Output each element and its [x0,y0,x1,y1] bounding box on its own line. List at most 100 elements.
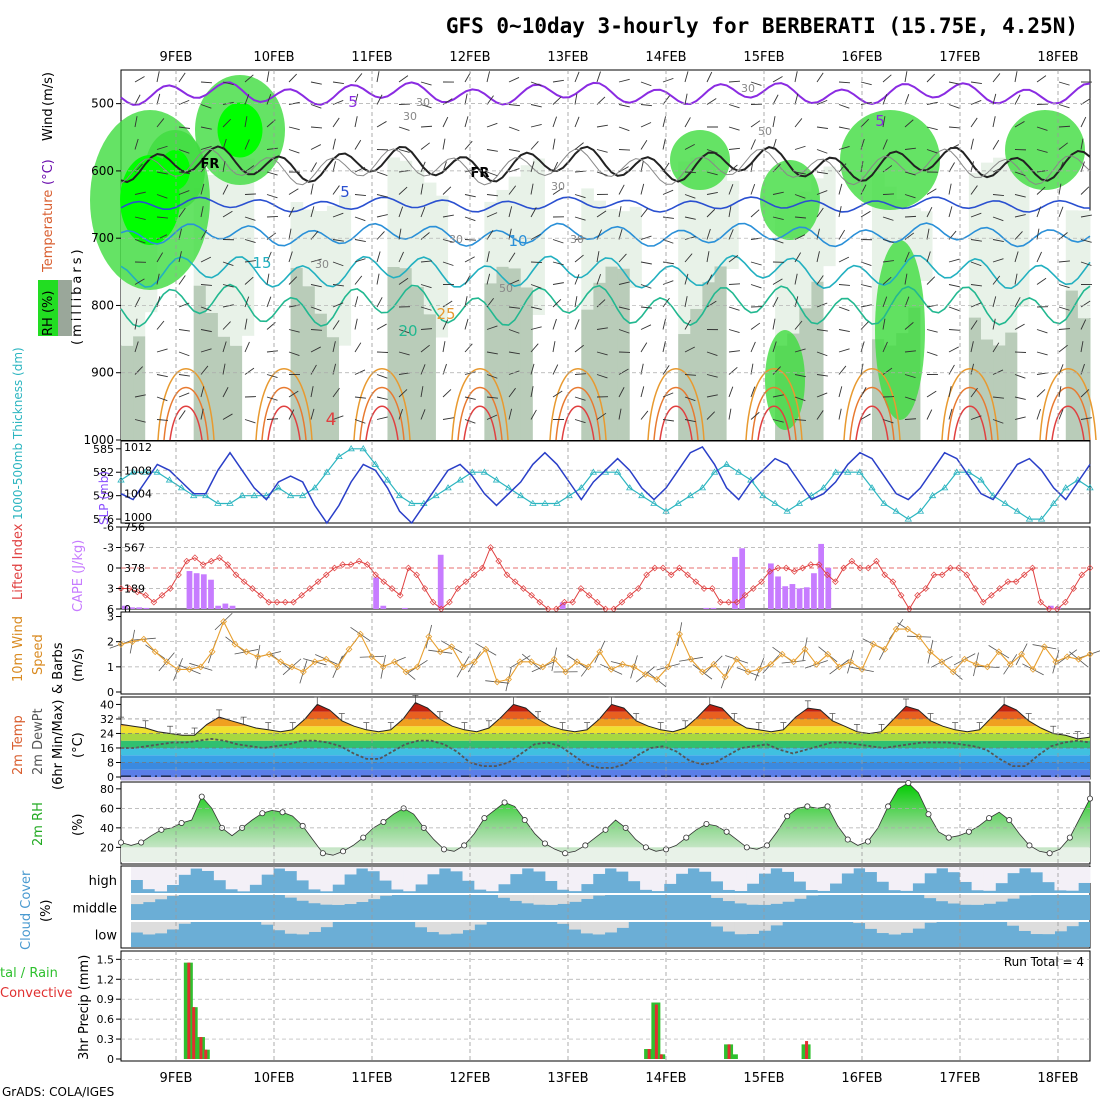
wind-barb [376,214,388,218]
cloud-cell [829,867,842,884]
wind-barb [794,273,798,285]
wind10m-marker [1006,660,1014,668]
wind10m-marker [186,665,193,673]
wind-barb [288,409,295,420]
slp-line [120,445,1091,525]
wind-barb [794,348,806,353]
wind-barb [508,77,520,83]
wind-barb [772,216,784,221]
wind-barb [860,341,865,353]
li-marker [873,557,880,565]
wind-barb [904,194,916,199]
wind-barb [794,71,798,83]
wind-barb [1080,341,1084,353]
wind-barb [750,209,760,218]
wind-barb [200,306,212,312]
wind-barb [376,416,388,420]
contour-label: 30 [570,233,584,246]
temp-label-line4: (°C) [71,732,86,758]
wind-barb [244,94,250,105]
thickness-marker [335,452,343,460]
rh-band [339,195,352,346]
thickness-marker [904,515,913,522]
temp-tick-label: 16 [100,742,114,755]
rh-legend-swatch-gray [58,280,72,336]
wind-barb [156,93,161,105]
li-marker [881,571,889,579]
wind-barb [882,74,892,83]
cloud-cell [1054,867,1067,891]
wind-barb [772,419,784,423]
li-marker [593,598,601,606]
thickness-marker [432,491,440,499]
contour-label: 20 [398,322,417,340]
wind-barb [530,409,537,420]
wind-barb [310,81,322,85]
thickness-marker [238,491,246,499]
li-marker [536,598,544,606]
wind-barb [860,261,872,267]
wind10m-marker [197,663,205,671]
wind-barb [1058,81,1070,86]
wind-barb [530,233,541,240]
wind-barb [376,171,388,177]
wind10m-marker [607,665,615,673]
li-marker [996,585,1003,592]
rh-marker [562,850,569,857]
bottom-date-11FEB: 11FEB [351,1071,392,1086]
wind-barb [244,296,250,308]
wind-barb [244,260,256,263]
cape-bar [782,586,789,609]
wind-barb [948,258,960,263]
rh-band [750,316,764,440]
wind-barb [750,261,762,266]
rh-band [641,315,655,440]
li-marker [848,557,856,565]
wind-barb [794,252,802,263]
temp-band [121,777,1090,781]
wind-barb [178,410,186,420]
rh-high-blob [765,330,805,430]
cloud-cell [142,867,156,890]
wind-barb [200,104,212,109]
wind-barb [970,81,982,84]
cloud-level-label: low [95,929,118,944]
wind-barb [1058,125,1071,128]
wind10m-marker [539,663,547,671]
cloud-cell [853,922,866,924]
wind-barb [992,318,996,330]
wind-barb [1058,260,1070,263]
thickness-marker [359,445,367,452]
cloud-cell [758,867,771,874]
thickness-marker [819,484,828,491]
rh-band [944,269,958,440]
wind-barb [266,94,272,105]
cloud-cell [876,867,890,882]
li-marker [618,598,626,606]
wind-barb [310,144,322,150]
wind-barb [244,216,256,221]
wind-barb [706,411,716,420]
wind-barb [354,73,363,83]
wind-barb [156,374,168,378]
cloud-cell [474,867,487,890]
cloud-cell [628,867,641,882]
wind-barb [816,228,820,240]
thickness-marker [916,507,925,514]
wind10m-marker [915,633,923,641]
wind10m-marker [1029,665,1037,673]
wind-barb [486,95,494,105]
cape-bar [200,574,207,609]
warm-contour-loop [555,386,601,441]
thickness-tick-label: 582 [93,466,114,479]
thickness-marker [626,484,634,491]
li-marker [281,598,289,606]
wind-barb [1036,277,1047,285]
rh-band [363,169,376,311]
li-marker [906,605,913,613]
cloud-cell [509,895,523,901]
cloud-cell [178,922,191,924]
cloud-cell [557,867,570,890]
warm-contour-loop [843,368,901,441]
